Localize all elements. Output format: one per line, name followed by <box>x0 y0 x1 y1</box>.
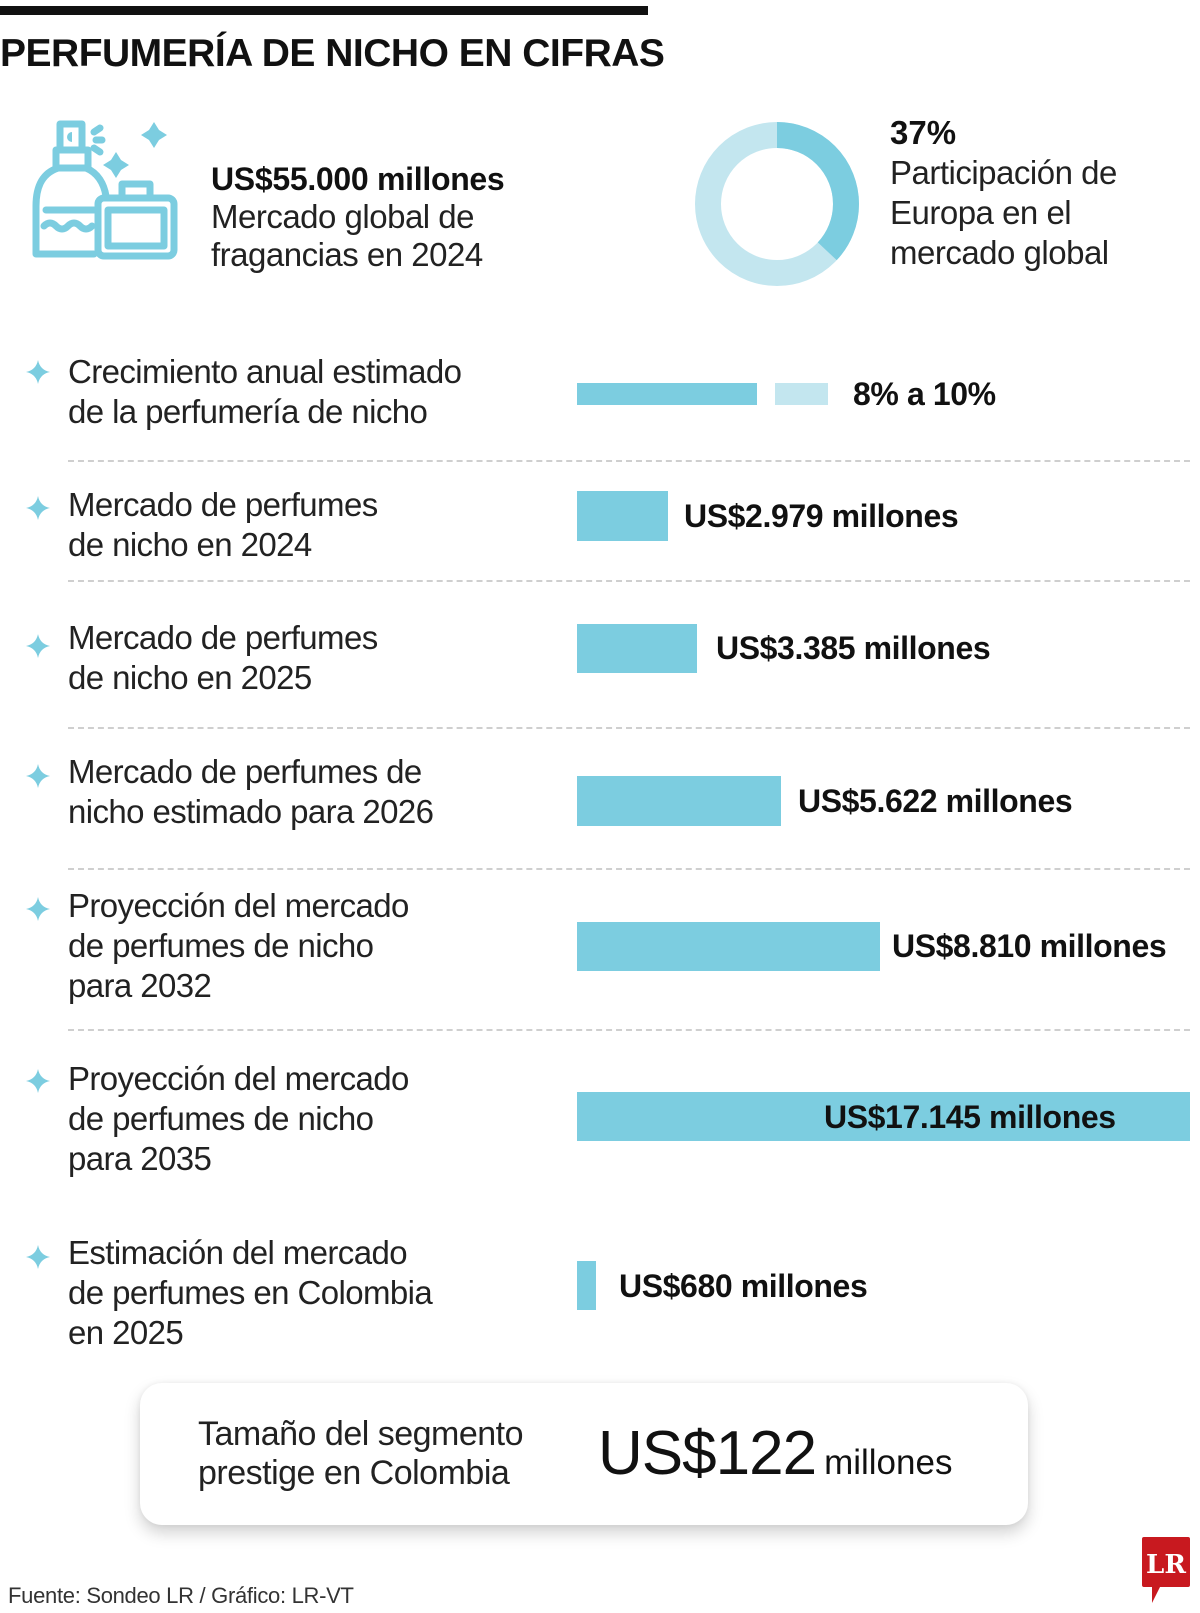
svg-text:LR: LR <box>1146 1550 1186 1580</box>
perfume-bottles-icon <box>32 120 178 260</box>
diamond-bullet-icon <box>26 897 50 921</box>
bar-colombia-2025 <box>577 1261 596 1310</box>
value-2032: US$8.810 millones <box>892 928 1167 964</box>
callout-value: US$122 millones <box>598 1419 952 1489</box>
global-market-value: US$55.000 millones <box>211 161 505 197</box>
europe-share-value: 37% <box>890 114 957 151</box>
value-2035: US$17.145 millones <box>824 1099 1116 1135</box>
europe-share-donut-chart <box>695 122 859 286</box>
europe-share-desc-line2: Europa en el <box>890 194 1072 231</box>
bar-growth-max <box>775 383 828 405</box>
global-market-stat: US$55.000 millones Mercado global de fra… <box>211 160 505 274</box>
row-label-2025: Mercado de perfumes de nicho en 2025 <box>68 619 378 696</box>
diamond-bullet-icon <box>26 634 50 658</box>
row-label-2024: Mercado de perfumes de nicho en 2024 <box>68 486 378 563</box>
row-label-growth: Crecimiento anual estimado de la perfume… <box>68 353 462 430</box>
callout-label: Tamaño del segmento prestige en Colombia <box>198 1415 524 1492</box>
lr-logo-icon: LR <box>1142 1537 1190 1603</box>
callout-number: US$122 <box>598 1419 817 1488</box>
row-label-2026: Mercado de perfumes de nicho estimado pa… <box>68 753 434 830</box>
bar-2032 <box>577 922 880 971</box>
europe-share-stat: 37% Participación de Europa en el mercad… <box>890 113 1117 273</box>
global-market-desc-line2: fragancias en 2024 <box>211 236 483 273</box>
callout-unit: millones <box>824 1443 953 1482</box>
divider <box>68 1029 1190 1031</box>
row-label-2032: Proyección del mercado de perfumes de ni… <box>68 887 409 1004</box>
value-2026: US$5.622 millones <box>798 783 1073 819</box>
value-growth: 8% a 10% <box>853 376 996 412</box>
source-note: Fuente: Sondeo LR / Gráfico: LR-VT <box>8 1583 354 1608</box>
global-market-desc-line1: Mercado global de <box>211 198 475 235</box>
diamond-bullet-icon <box>26 1245 50 1269</box>
row-label-2035: Proyección del mercado de perfumes de ni… <box>68 1060 409 1177</box>
bar-2035 <box>577 1092 1190 1141</box>
divider <box>68 580 1190 582</box>
europe-share-desc-line3: mercado global <box>890 234 1109 271</box>
bar-2026 <box>577 776 781 826</box>
value-2025: US$3.385 millones <box>716 630 991 666</box>
divider <box>68 727 1190 729</box>
page-title: PERFUMERÍA DE NICHO EN CIFRAS <box>0 32 665 75</box>
prestige-segment-callout: Tamaño del segmento prestige en Colombia… <box>140 1383 1028 1525</box>
europe-share-desc-line1: Participación de <box>890 154 1117 191</box>
value-2024: US$2.979 millones <box>684 498 959 534</box>
diamond-bullet-icon <box>26 1069 50 1093</box>
diamond-bullet-icon <box>26 360 50 384</box>
diamond-bullet-icon <box>26 496 50 520</box>
bar-2024 <box>577 491 668 541</box>
divider <box>68 460 1190 462</box>
row-label-colombia-2025: Estimación del mercado de perfumes en Co… <box>68 1234 433 1351</box>
divider <box>68 868 1190 870</box>
diamond-bullet-icon <box>26 764 50 788</box>
top-rule <box>0 6 648 15</box>
bar-growth-min <box>577 383 757 405</box>
bar-2025 <box>577 624 697 673</box>
value-colombia-2025: US$680 millones <box>619 1268 868 1304</box>
